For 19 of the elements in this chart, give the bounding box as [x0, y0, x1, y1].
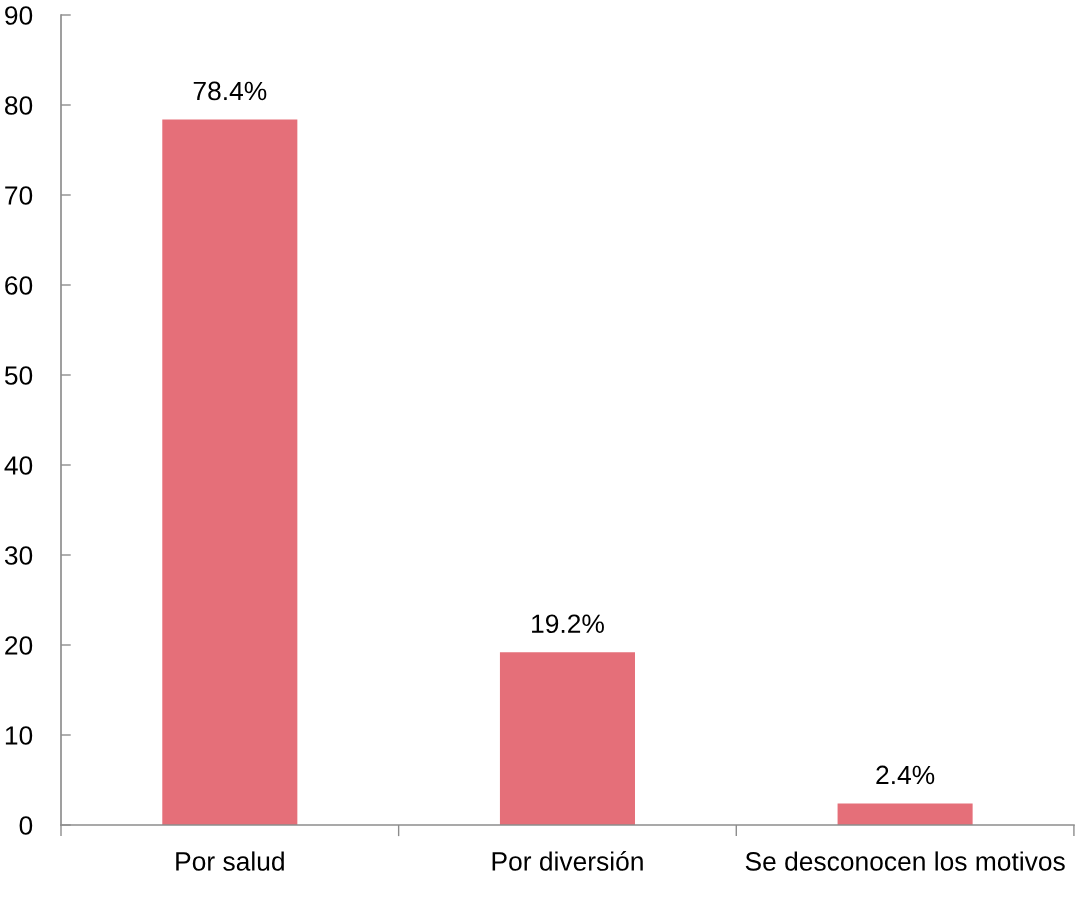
data-label: 78.4% — [193, 81, 267, 101]
y-tick-label: 90 — [5, 6, 33, 25]
y-tick-label: 70 — [5, 186, 33, 205]
y-tick-label: 20 — [5, 636, 33, 655]
x-tick-label: Por diversión — [492, 851, 643, 871]
y-tick-label: 80 — [5, 96, 33, 115]
y-tick-label: 60 — [5, 276, 33, 295]
y-tick-label: 0 — [19, 816, 33, 835]
y-tick-label: 50 — [4, 366, 33, 385]
y-tick-label: 40 — [4, 456, 33, 475]
x-tick-label: Por salud — [176, 851, 284, 871]
y-tick-label: 30 — [4, 546, 33, 565]
data-label: 2.4% — [876, 765, 935, 785]
x-tick-label: Se desconocen los motivos — [745, 851, 1065, 871]
bar — [837, 803, 973, 825]
bar — [162, 119, 298, 825]
y-tick-label: 10 — [5, 726, 33, 745]
bar — [499, 652, 635, 825]
data-label: 19.2% — [532, 614, 604, 634]
